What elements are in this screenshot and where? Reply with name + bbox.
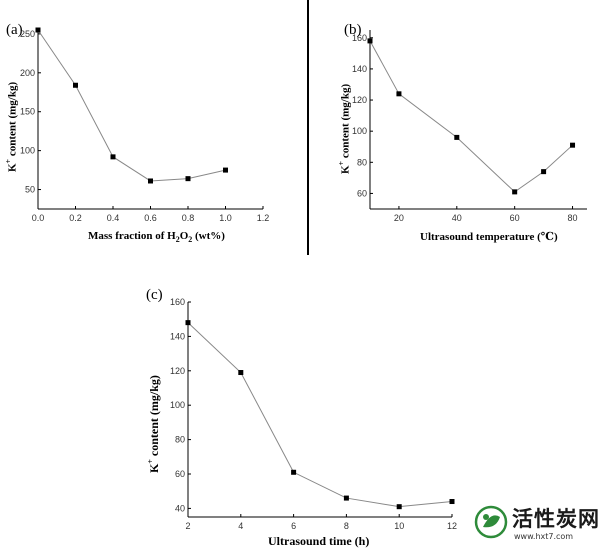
chart-a-xtick-label: 0.4: [107, 213, 120, 223]
chart-b-xlabel: Ultrasound temperature (℃): [420, 231, 558, 243]
chart-a-xtick-label: 0.6: [144, 213, 157, 223]
chart-a-ytick-label: 200: [20, 68, 35, 78]
chart-a-ytick-label: 50: [25, 185, 35, 195]
chart-c-ytick-label: 40: [175, 503, 185, 513]
chart-a-ytick-label: 150: [20, 107, 35, 117]
chart-b-point: [367, 38, 373, 44]
panel-a-label: (a): [6, 22, 23, 38]
panel-divider: [307, 0, 309, 255]
leaf-circle-icon: [474, 505, 508, 539]
chart-b-ytick-label: 120: [352, 95, 367, 105]
logo-url: www.hxt7.com: [514, 532, 574, 541]
chart-c-point: [185, 320, 191, 326]
chart-c-ytick-label: 160: [170, 297, 185, 307]
chart-a-point: [35, 27, 41, 33]
chart-a-xtick-label: 1.0: [219, 213, 232, 223]
chart-a-ytick-label: 250: [20, 29, 35, 39]
chart-a-point: [185, 176, 191, 182]
chart-b-point: [512, 189, 518, 195]
chart-b-point: [541, 169, 547, 175]
chart-a-xtick-label: 0.2: [69, 213, 82, 223]
chart-a-series-line: [37, 29, 226, 182]
logo-text: 活性炭网: [512, 507, 600, 531]
chart-c-ylabel: K+ content (mg/kg): [146, 375, 161, 473]
chart-c-xtick-label: 10: [394, 521, 404, 531]
chart-c-xtick-label: 12: [447, 521, 457, 531]
chart-c-point: [449, 499, 455, 505]
chart-c-ytick-label: 60: [175, 469, 185, 479]
chart-c-point: [396, 504, 402, 510]
chart-c-ytick-label: 80: [175, 435, 185, 445]
panel-c-label: (c): [146, 287, 163, 303]
chart-c-point: [343, 495, 349, 501]
chart-b-ytick-label: 80: [357, 157, 367, 167]
site-logo: 活性炭网 www.hxt7.com: [472, 503, 600, 546]
chart-b-xtick-label: 80: [568, 213, 578, 223]
chart-c-xtick-label: 2: [185, 521, 190, 531]
chart-b-ylabel: K+ content (mg/kg): [337, 83, 352, 174]
chart-b-point: [396, 91, 402, 97]
chart-a-xtick-label: 0.0: [32, 213, 45, 223]
chart-b-ytick-label: 60: [357, 188, 367, 198]
chart-a-xtick-label: 0.8: [182, 213, 195, 223]
chart-a-point: [110, 154, 116, 160]
chart-c-point: [291, 469, 297, 475]
chart-a-ytick-label: 100: [20, 146, 35, 156]
chart-b-point: [570, 142, 576, 148]
chart-a-point: [148, 178, 153, 184]
chart-c-xtick-label: 4: [238, 521, 243, 531]
chart-a-xlabel: Mass fraction of H2O2 (wt%): [88, 230, 225, 245]
chart-b-ytick-label: 140: [352, 64, 367, 74]
panel-b-label: (b): [344, 22, 362, 38]
chart-b-series-line: [369, 40, 573, 193]
chart-b-xtick-label: 20: [394, 213, 404, 223]
chart-b-ytick-label: 100: [352, 126, 367, 136]
chart-c-xtick-label: 8: [344, 521, 349, 531]
chart-c-ytick-label: 100: [170, 400, 185, 410]
chart-a-ylabel: K+ content (mg/kg): [4, 81, 19, 172]
chart-a-point: [73, 82, 78, 88]
chart-b-ytick-label: 160: [352, 33, 367, 43]
chart-c-ytick-label: 140: [170, 331, 185, 341]
chart-a-xtick-label: 1.2: [257, 213, 270, 223]
chart-c-ytick-label: 120: [170, 366, 185, 376]
chart-a-point: [223, 167, 228, 173]
chart-c-xtick-label: 6: [291, 521, 296, 531]
chart-b-xtick-label: 60: [510, 213, 520, 223]
chart-b-point: [454, 134, 460, 140]
chart-c-point: [238, 370, 244, 376]
chart-b-xtick-label: 40: [452, 213, 462, 223]
chart-c-xlabel: Ultrasound time (h): [268, 534, 370, 548]
chart-c-series-line: [187, 322, 453, 508]
